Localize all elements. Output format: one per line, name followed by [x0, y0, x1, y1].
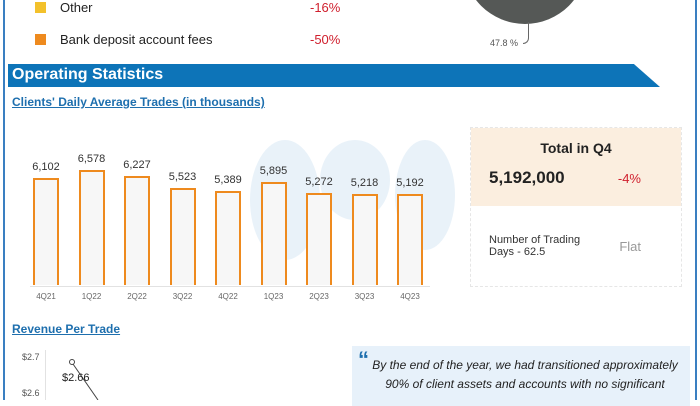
bar-value-label: 5,895	[259, 164, 288, 177]
bar-value-label: 5,192	[396, 177, 424, 190]
trading-days-change: Flat	[619, 238, 641, 254]
legend-label: Bank deposit account fees	[60, 32, 213, 47]
bar-chart: 6,102 4Q21 6,578 1Q22 6,227 2Q22 5,523 3Q22 5,38…	[32, 152, 424, 301]
bar-value-label: 5,218	[350, 176, 379, 189]
revenue-line	[69, 359, 99, 400]
summary-card: Total in Q4 5,192,000 -4% Number of Trad…	[470, 127, 682, 287]
point-label: $2.66	[62, 372, 90, 384]
legend-change: -50%	[310, 32, 341, 47]
bar	[215, 190, 241, 285]
card-title: Total in Q4	[540, 140, 612, 156]
chart-title[interactable]: Clients' Daily Average Trades (in thousa…	[12, 95, 265, 109]
x-tick-label: 3Q23	[354, 292, 375, 301]
bar	[78, 169, 105, 285]
bar-value-label: 6,102	[32, 161, 60, 174]
revenue-title[interactable]: Revenue Per Trade	[12, 322, 121, 336]
page-frame	[3, 0, 697, 400]
quote-icon: “	[358, 347, 369, 372]
x-tick-label: 2Q23	[309, 292, 329, 301]
x-tick-label: 4Q22	[218, 292, 238, 301]
bar	[169, 188, 196, 285]
bar-value-label: 5,523	[168, 171, 197, 184]
card-change: -4%	[617, 171, 641, 186]
card-value: 5,192,000	[489, 168, 565, 187]
bar-value-label: 6,578	[77, 152, 106, 165]
data-point	[69, 359, 75, 365]
legend-swatch	[35, 34, 46, 45]
x-tick-label: 4Q21	[36, 292, 56, 301]
y-tick: $2.7	[22, 352, 40, 362]
bar	[397, 194, 423, 285]
x-tick-label: 3Q22	[172, 292, 193, 301]
y-tick: $2.6	[22, 388, 40, 398]
trading-days-note: Number of Trading Days - 62.5	[489, 234, 581, 258]
quote-text: By the end of the year, we had transitio…	[372, 358, 678, 391]
x-tick-label: 2Q22	[127, 292, 147, 301]
legend-item-bank-deposit: Bank deposit account fees	[35, 32, 213, 47]
legend-change: -16%	[310, 0, 341, 15]
bar	[260, 181, 287, 285]
bar-value-label: 5,272	[305, 175, 333, 188]
bar	[33, 178, 59, 285]
x-axis	[30, 286, 430, 287]
legend-item-other: Other	[35, 0, 93, 15]
bar	[124, 176, 150, 285]
bar	[306, 192, 332, 285]
section-title: Operating Statistics	[12, 66, 164, 83]
pie-leader-line	[523, 22, 529, 44]
bar-value-label: 5,389	[214, 173, 242, 186]
legend-label: Other	[60, 0, 93, 15]
y-axis	[45, 350, 46, 400]
legend-swatch	[35, 2, 46, 13]
line-segment	[72, 363, 99, 400]
section-banner: Operating Statistics	[8, 64, 660, 87]
pie-label: 47.8 %	[490, 38, 519, 48]
x-tick-label: 1Q22	[81, 292, 102, 301]
bar	[351, 193, 378, 285]
x-tick-label: 1Q23	[263, 292, 284, 301]
x-tick-label: 4Q23	[400, 292, 420, 301]
quote-box: “ By the end of the year, we had transit…	[352, 346, 690, 406]
bar-value-label: 6,227	[123, 159, 151, 172]
